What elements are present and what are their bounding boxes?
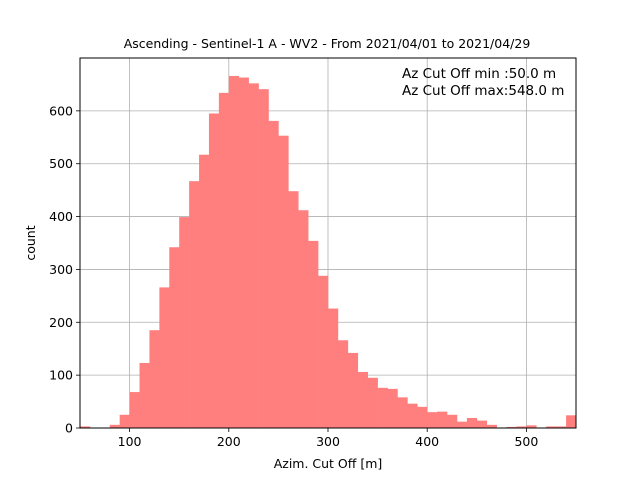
histogram-bar bbox=[109, 424, 120, 428]
histogram-bar bbox=[218, 92, 230, 428]
histogram-bar bbox=[248, 83, 259, 428]
histogram-bar bbox=[268, 120, 279, 429]
annotation-min: Az Cut Off min :50.0 m bbox=[402, 66, 556, 82]
histogram-bar bbox=[238, 77, 249, 429]
histogram-bar bbox=[357, 371, 368, 428]
chart-title: Ascending - Sentinel-1 A - WV2 - From 20… bbox=[124, 36, 531, 51]
histogram-bar bbox=[486, 424, 497, 428]
histogram-bar bbox=[179, 217, 190, 428]
histogram-bar bbox=[318, 275, 329, 428]
histogram-bar bbox=[189, 181, 200, 428]
histogram-bar bbox=[298, 210, 309, 428]
histogram-bar bbox=[466, 417, 478, 428]
histogram-bar bbox=[308, 240, 319, 428]
histogram-bar bbox=[556, 426, 567, 428]
x-tick-label: 200 bbox=[217, 434, 241, 449]
annotation-max: Az Cut Off max:548.0 m bbox=[402, 83, 564, 99]
x-axis-ticks: 100 200 300 400 500 bbox=[118, 428, 538, 449]
y-tick-label: 0 bbox=[65, 421, 73, 436]
histogram-bar bbox=[417, 406, 428, 428]
y-tick-label: 100 bbox=[49, 368, 73, 383]
histogram-bar bbox=[377, 387, 388, 428]
histogram-bar bbox=[546, 426, 557, 428]
histogram-bar bbox=[447, 414, 458, 428]
y-tick-label: 400 bbox=[49, 209, 73, 224]
histogram-bar bbox=[407, 403, 418, 428]
histogram-bar bbox=[149, 330, 160, 428]
y-tick-label: 300 bbox=[49, 262, 73, 277]
y-tick-label: 600 bbox=[49, 103, 73, 118]
histogram-bar bbox=[367, 377, 378, 428]
histogram-bar bbox=[387, 388, 398, 428]
x-tick-label: 300 bbox=[316, 434, 340, 449]
histogram-bar bbox=[80, 426, 91, 428]
histogram-bar bbox=[516, 426, 527, 428]
histogram-bar bbox=[208, 113, 220, 428]
histogram-bar bbox=[347, 352, 359, 428]
histogram-bar bbox=[437, 411, 448, 428]
histogram-bar bbox=[139, 362, 150, 428]
histogram-bar bbox=[119, 414, 130, 428]
histogram-bar bbox=[228, 75, 240, 428]
histogram-bar bbox=[526, 425, 537, 428]
histogram-bar bbox=[129, 392, 140, 428]
y-tick-label: 500 bbox=[49, 156, 73, 171]
y-tick-label: 200 bbox=[49, 315, 73, 330]
x-tick-label: 400 bbox=[415, 434, 439, 449]
histogram-bar bbox=[278, 135, 289, 428]
y-axis-label: count bbox=[23, 225, 38, 260]
histogram-bar bbox=[566, 415, 577, 428]
histogram-bar bbox=[159, 287, 170, 428]
x-axis-label: Azim. Cut Off [m] bbox=[274, 456, 383, 471]
histogram-bar bbox=[337, 340, 349, 428]
histogram-bar bbox=[328, 308, 339, 428]
histogram-bar bbox=[427, 412, 438, 428]
y-axis-ticks: 0 100 200 300 400 500 600 bbox=[49, 103, 80, 436]
histogram-bar bbox=[199, 154, 210, 428]
histogram-bar bbox=[476, 420, 488, 428]
histogram-bar bbox=[456, 421, 468, 428]
histogram-bar bbox=[288, 191, 299, 428]
histogram-bar bbox=[397, 397, 408, 428]
histogram-bar bbox=[169, 247, 180, 428]
bars-group bbox=[80, 75, 577, 429]
histogram-bar bbox=[258, 89, 269, 428]
histogram-bar bbox=[506, 426, 517, 428]
x-tick-label: 500 bbox=[514, 434, 538, 449]
x-tick-label: 100 bbox=[118, 434, 142, 449]
